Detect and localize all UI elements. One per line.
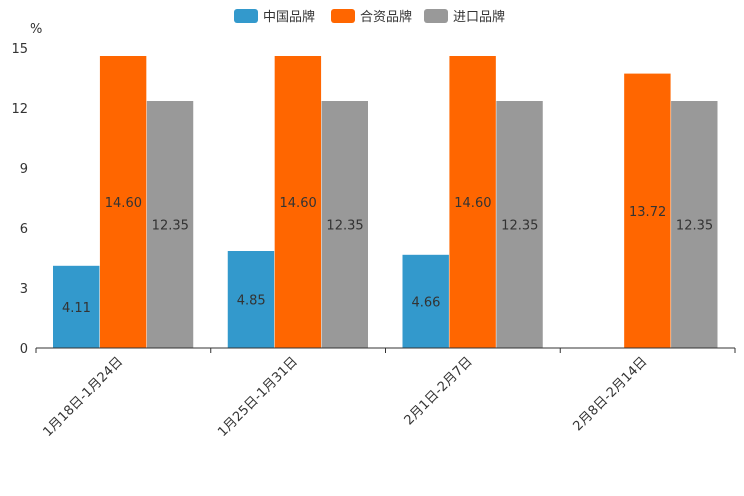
- y-unit-label: %: [30, 22, 42, 37]
- bar: [227, 251, 275, 348]
- legend-label-0: 中国品牌: [263, 9, 315, 25]
- legend-swatch-1: [331, 9, 355, 23]
- bar-labels: 4.11 14.60 12.35 4.85 14.60 12.35 4.66 14.60 12.…: [62, 196, 713, 316]
- bar-value-label: 4.11: [62, 301, 91, 316]
- x-tick-label: 2月1日-2月7日: [402, 354, 476, 428]
- x-tick-label: 2月8日-2月14日: [571, 354, 651, 434]
- legend: 中国品牌 合资品牌 进口品牌: [234, 9, 505, 25]
- legend-swatch-2: [424, 9, 448, 23]
- legend-label-1: 合资品牌: [360, 9, 412, 25]
- bar: [321, 101, 368, 348]
- bar: [146, 101, 194, 348]
- x-tick-label: 1月25日-1月31日: [215, 354, 301, 440]
- bar-value-label: 12.35: [326, 219, 363, 234]
- bar-value-label: 12.35: [501, 219, 538, 234]
- y-axis: 0 3 6 9 12 15: [11, 42, 28, 357]
- legend-swatch-0: [234, 9, 258, 23]
- bar: [624, 73, 671, 348]
- x-tick-label: 1月18日-1月24日: [40, 354, 126, 440]
- y-tick-label: 0: [20, 342, 28, 357]
- bar-value-label: 13.72: [629, 205, 666, 220]
- bar-value-label: 12.35: [152, 219, 189, 234]
- bars: [53, 56, 718, 348]
- bar: [99, 56, 147, 348]
- bar: [449, 56, 496, 348]
- bar-value-label: 14.60: [454, 196, 491, 211]
- y-tick-label: 3: [20, 282, 28, 297]
- y-tick-label: 15: [11, 42, 28, 57]
- y-tick-label: 6: [20, 222, 28, 237]
- x-axis: 1月18日-1月24日 1月25日-1月31日 2月1日-2月7日 2月8日-2月14…: [35, 347, 736, 440]
- bar: [496, 101, 543, 348]
- y-tick-label: 12: [11, 102, 28, 117]
- bar: [274, 56, 322, 348]
- bar: [53, 265, 100, 348]
- legend-label-2: 进口品牌: [453, 9, 505, 25]
- bar: [671, 101, 718, 348]
- bar-value-label: 12.35: [676, 219, 713, 234]
- bar: [402, 254, 449, 348]
- bar-value-label: 4.85: [237, 294, 266, 309]
- y-tick-label: 9: [20, 162, 28, 177]
- bar-value-label: 14.60: [105, 196, 142, 211]
- bar-value-label: 4.66: [411, 295, 440, 310]
- bar-value-label: 14.60: [280, 196, 317, 211]
